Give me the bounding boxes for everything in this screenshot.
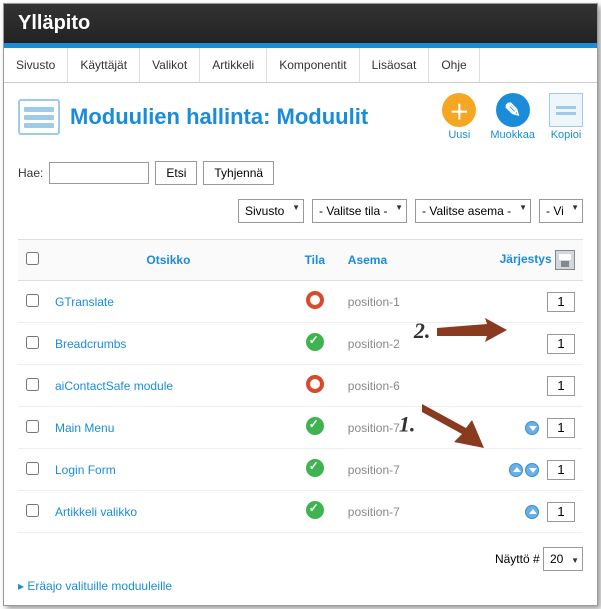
- position-cell: position-2: [340, 323, 463, 365]
- menu-artikkeli[interactable]: Artikkeli: [200, 48, 267, 82]
- copy-button[interactable]: Kopioi: [549, 93, 583, 141]
- pager-label: Näyttö #: [495, 552, 540, 566]
- state-icon[interactable]: [306, 459, 324, 477]
- order-input[interactable]: [547, 376, 575, 396]
- table-row: Main Menu position-7: [18, 407, 583, 449]
- menu-kayttajat[interactable]: Käyttäjät: [68, 48, 140, 82]
- order-up-icon[interactable]: [525, 505, 539, 519]
- state-icon[interactable]: [306, 291, 324, 309]
- module-link[interactable]: Main Menu: [55, 421, 114, 435]
- new-button[interactable]: ＋ Uusi: [442, 93, 476, 141]
- table-row: Breadcrumbs position-2: [18, 323, 583, 365]
- page-title: Moduulien hallinta: Moduulit: [70, 104, 442, 130]
- position-cell: position-7: [340, 491, 463, 533]
- modules-table: Otsikko Tila Asema Järjestys GTranslate p…: [18, 239, 583, 533]
- copy-icon: [549, 93, 583, 127]
- table-row: GTranslate position-1: [18, 281, 583, 323]
- module-link[interactable]: Login Form: [55, 463, 116, 477]
- filter-state[interactable]: - Valitse tila -: [312, 199, 407, 223]
- order-up-icon[interactable]: [509, 463, 523, 477]
- table-row: aiContactSafe module position-6: [18, 365, 583, 407]
- order-input[interactable]: [547, 292, 575, 312]
- search-input[interactable]: [49, 162, 149, 184]
- save-order-icon[interactable]: [555, 250, 575, 270]
- state-icon[interactable]: [306, 417, 324, 435]
- row-checkbox[interactable]: [26, 378, 39, 391]
- menu-sivusto[interactable]: Sivusto: [4, 48, 68, 82]
- order-input[interactable]: [547, 502, 575, 522]
- position-cell: position-1: [340, 281, 463, 323]
- order-input[interactable]: [547, 460, 575, 480]
- filter-type[interactable]: - Vi: [539, 199, 583, 223]
- pencil-icon: ✎: [496, 93, 530, 127]
- edit-label: Muokkaa: [490, 129, 535, 141]
- filter-site[interactable]: Sivusto: [238, 199, 304, 223]
- menu-komponentit[interactable]: Komponentit: [267, 48, 359, 82]
- toolbar: ＋ Uusi ✎ Muokkaa Kopioi: [442, 93, 583, 141]
- position-cell: position-6: [340, 365, 463, 407]
- row-checkbox[interactable]: [26, 504, 39, 517]
- module-link[interactable]: GTranslate: [55, 295, 114, 309]
- row-checkbox[interactable]: [26, 336, 39, 349]
- edit-button[interactable]: ✎ Muokkaa: [490, 93, 535, 141]
- col-state[interactable]: Tila: [290, 240, 340, 281]
- state-icon[interactable]: [306, 375, 324, 393]
- batch-link[interactable]: ▸ Eräajo valituille moduuleille: [18, 579, 172, 593]
- menu-lisaosat[interactable]: Lisäosat: [360, 48, 430, 82]
- filter-position[interactable]: - Valitse asema -: [415, 199, 531, 223]
- select-all-checkbox[interactable]: [26, 252, 39, 265]
- menu-valikot[interactable]: Valikot: [140, 48, 200, 82]
- position-cell: position-7: [340, 407, 463, 449]
- menu-ohje[interactable]: Ohje: [429, 48, 479, 82]
- module-link[interactable]: Breadcrumbs: [55, 337, 126, 351]
- order-down-icon[interactable]: [525, 421, 539, 435]
- plus-icon: ＋: [442, 93, 476, 127]
- search-button[interactable]: Etsi: [155, 161, 197, 185]
- module-icon: [18, 99, 60, 135]
- batch-row: ▸ Eräajo valituille moduuleille: [4, 575, 597, 597]
- search-label: Hae:: [18, 166, 43, 180]
- content-area: Hae: Etsi Tyhjennä Sivusto - Valitse til…: [4, 145, 597, 537]
- table-row: Login Form position-7: [18, 449, 583, 491]
- filter-row: Sivusto - Valitse tila - - Valitse asema…: [18, 199, 583, 223]
- new-label: Uusi: [442, 129, 476, 141]
- col-position[interactable]: Asema: [340, 240, 463, 281]
- col-order[interactable]: Järjestys: [463, 240, 583, 281]
- pager-select[interactable]: 20: [543, 547, 583, 571]
- order-down-icon[interactable]: [525, 463, 539, 477]
- module-link[interactable]: Artikkeli valikko: [55, 505, 137, 519]
- row-checkbox[interactable]: [26, 294, 39, 307]
- table-row: Artikkeli valikko position-7: [18, 491, 583, 533]
- order-input[interactable]: [547, 418, 575, 438]
- row-checkbox[interactable]: [26, 462, 39, 475]
- col-title[interactable]: Otsikko: [47, 240, 290, 281]
- copy-label: Kopioi: [549, 129, 583, 141]
- search-row: Hae: Etsi Tyhjennä: [18, 161, 583, 185]
- order-input[interactable]: [547, 334, 575, 354]
- app-titlebar: Ylläpito: [4, 4, 597, 43]
- row-checkbox[interactable]: [26, 420, 39, 433]
- state-icon[interactable]: [306, 333, 324, 351]
- pager: Näyttö # 20: [4, 537, 597, 575]
- page-header: Moduulien hallinta: Moduulit ＋ Uusi ✎ Mu…: [4, 83, 597, 145]
- position-cell: position-7: [340, 449, 463, 491]
- module-link[interactable]: aiContactSafe module: [55, 379, 173, 393]
- state-icon[interactable]: [306, 501, 324, 519]
- clear-button[interactable]: Tyhjennä: [203, 161, 274, 185]
- main-menu: Sivusto Käyttäjät Valikot Artikkeli Komp…: [4, 48, 597, 83]
